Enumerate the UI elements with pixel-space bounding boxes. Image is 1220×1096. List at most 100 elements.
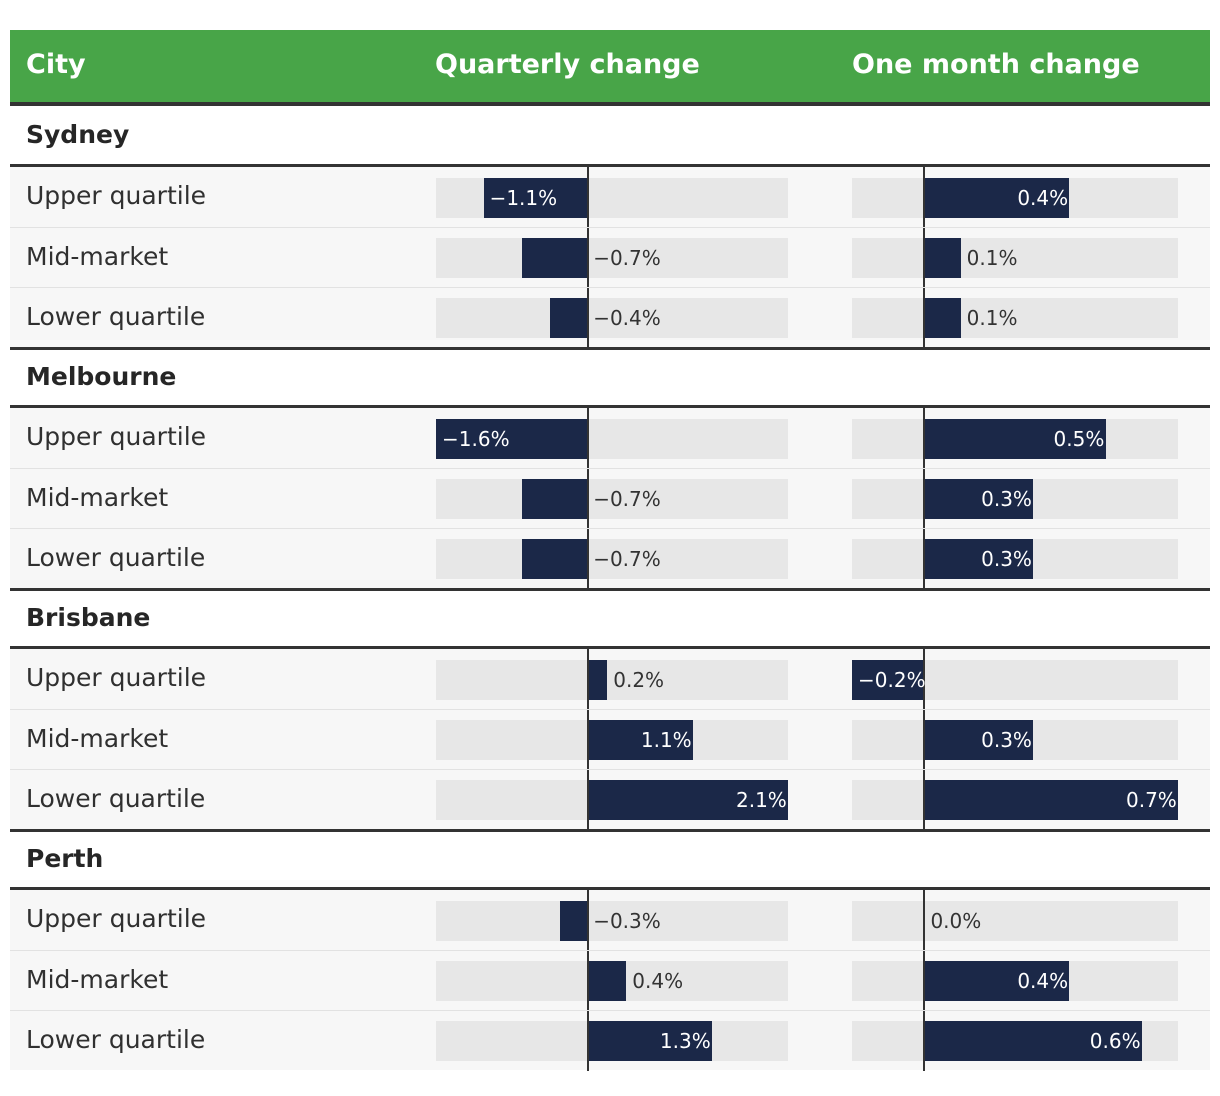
monthly-value-label: 0.4% bbox=[1017, 969, 1069, 993]
header-quarterly-change: Quarterly change bbox=[435, 49, 700, 80]
segment-label: Upper quartile bbox=[26, 422, 207, 451]
monthly-value-label: 0.6% bbox=[1089, 1029, 1141, 1053]
monthly-value-label: 0.5% bbox=[1053, 427, 1105, 451]
quarterly-zero-line bbox=[587, 469, 590, 529]
quarterly-zero-line bbox=[587, 167, 590, 227]
city-name: Perth bbox=[26, 844, 104, 873]
quarterly-bar-track: −0.4% bbox=[436, 288, 788, 348]
quarterly-bar bbox=[521, 539, 589, 579]
quarterly-value-label: 0.2% bbox=[613, 668, 665, 692]
monthly-bar-track: 0.6% bbox=[852, 1011, 1178, 1071]
quarterly-value-label: −0.7% bbox=[593, 547, 661, 571]
monthly-zero-line bbox=[923, 167, 926, 227]
quarterly-value-label: 0.4% bbox=[632, 969, 684, 993]
table-row: Mid-market −0.7% 0.3% bbox=[10, 468, 1210, 529]
monthly-zero-line bbox=[923, 288, 926, 348]
monthly-bar-track: 0.3% bbox=[852, 469, 1178, 529]
segment-label: Upper quartile bbox=[26, 181, 207, 210]
segment-label: Upper quartile bbox=[26, 904, 207, 933]
monthly-bar bbox=[924, 961, 1070, 1001]
monthly-value-label: 0.3% bbox=[981, 487, 1032, 511]
segment-label: Mid-market bbox=[26, 965, 169, 994]
monthly-value-label: 0.4% bbox=[1017, 186, 1069, 210]
monthly-bar-track: 0.5% bbox=[852, 408, 1178, 468]
monthly-zero-line bbox=[923, 770, 926, 830]
table-header: City Quarterly change One month change bbox=[10, 30, 1210, 106]
quarterly-bar-track: −1.6% bbox=[436, 408, 788, 468]
quarterly-bar bbox=[521, 238, 589, 278]
quarterly-value-label: −0.7% bbox=[593, 487, 661, 511]
city-group-sydney: Sydney Upper quartile −1.1% 0.4% Mid-market −… bbox=[10, 106, 1210, 348]
header-city: City bbox=[26, 49, 86, 80]
monthly-value-label: 0.3% bbox=[981, 547, 1032, 571]
monthly-bar-track: 0.4% bbox=[852, 951, 1178, 1011]
segment-label: Lower quartile bbox=[26, 302, 206, 331]
table-row: Mid-market 0.4% 0.4% bbox=[10, 950, 1210, 1011]
city-header: Brisbane bbox=[10, 588, 1210, 649]
monthly-value-label: −0.2% bbox=[858, 668, 926, 692]
quarterly-value-label: −0.3% bbox=[593, 909, 661, 933]
monthly-zero-line bbox=[923, 529, 926, 589]
segment-label: Lower quartile bbox=[26, 1025, 206, 1054]
table-row: Mid-market 1.1% 0.3% bbox=[10, 709, 1210, 770]
monthly-bar-track: 0.4% bbox=[852, 167, 1178, 227]
quarterly-zero-line bbox=[587, 649, 590, 709]
table-row: Mid-market −0.7% 0.1% bbox=[10, 227, 1210, 288]
quarterly-bar bbox=[588, 1021, 712, 1061]
quarterly-bar bbox=[483, 178, 589, 218]
table-row: Lower quartile −0.4% 0.1% bbox=[10, 287, 1210, 348]
quarterly-bar bbox=[588, 720, 693, 760]
quarterly-bar bbox=[436, 419, 589, 459]
quarterly-bar bbox=[550, 298, 589, 338]
monthly-bar bbox=[924, 298, 961, 338]
city-group-perth: Perth Upper quartile −0.3% 0.0% Mid-market 0.… bbox=[10, 829, 1210, 1071]
quarterly-bar-track: −0.7% bbox=[436, 529, 788, 589]
monthly-bar-track: 0.1% bbox=[852, 228, 1178, 288]
monthly-value-label: 0.7% bbox=[1126, 788, 1177, 812]
monthly-zero-line bbox=[923, 951, 926, 1011]
monthly-bar bbox=[924, 479, 1034, 519]
segment-label: Mid-market bbox=[26, 724, 169, 753]
table-row: Lower quartile 1.3% 0.6% bbox=[10, 1010, 1210, 1071]
monthly-bar-track: 0.1% bbox=[852, 288, 1178, 348]
monthly-bar bbox=[852, 660, 925, 700]
segment-label: Lower quartile bbox=[26, 543, 206, 572]
city-name: Melbourne bbox=[26, 362, 177, 391]
quarterly-zero-line bbox=[587, 770, 590, 830]
monthly-bar bbox=[924, 1021, 1142, 1061]
monthly-bar-track: −0.2% bbox=[852, 649, 1178, 709]
property-change-table: City Quarterly change One month change S… bbox=[10, 30, 1210, 1071]
monthly-bar bbox=[924, 539, 1034, 579]
monthly-value-label: 0.1% bbox=[966, 246, 1018, 270]
quarterly-bar-track: −0.3% bbox=[436, 890, 788, 950]
city-group-melbourne: Melbourne Upper quartile −1.6% 0.5% Mid-mark… bbox=[10, 347, 1210, 589]
segment-label: Mid-market bbox=[26, 242, 169, 271]
quarterly-value-label: 2.1% bbox=[736, 788, 787, 812]
quarterly-zero-line bbox=[587, 408, 590, 468]
quarterly-bar-track: −1.1% bbox=[436, 167, 788, 227]
monthly-zero-line bbox=[923, 890, 926, 950]
quarterly-value-label: −0.4% bbox=[593, 306, 661, 330]
monthly-zero-line bbox=[923, 408, 926, 468]
monthly-bar bbox=[924, 780, 1178, 820]
monthly-bar-track: 0.0% bbox=[852, 890, 1178, 950]
quarterly-bar bbox=[521, 479, 589, 519]
table-row: Upper quartile 0.2% −0.2% bbox=[10, 649, 1210, 709]
quarterly-bar-track: 1.1% bbox=[436, 710, 788, 770]
quarterly-zero-line bbox=[587, 710, 590, 770]
monthly-bar-track: 0.3% bbox=[852, 710, 1178, 770]
header-one-month-change: One month change bbox=[852, 49, 1140, 80]
quarterly-bar bbox=[588, 660, 608, 700]
quarterly-zero-line bbox=[587, 228, 590, 288]
city-groups: Sydney Upper quartile −1.1% 0.4% Mid-market −… bbox=[10, 106, 1210, 1071]
monthly-bar bbox=[924, 720, 1034, 760]
quarterly-bar-track: 0.2% bbox=[436, 649, 788, 709]
quarterly-bar-track: −0.7% bbox=[436, 469, 788, 529]
monthly-value-label: 0.0% bbox=[930, 909, 982, 933]
city-name: Sydney bbox=[26, 120, 130, 149]
monthly-zero-line bbox=[923, 228, 926, 288]
table-row: Lower quartile 2.1% 0.7% bbox=[10, 769, 1210, 830]
monthly-value-label: 0.1% bbox=[966, 306, 1018, 330]
monthly-bar bbox=[924, 419, 1106, 459]
quarterly-bar-track: 1.3% bbox=[436, 1011, 788, 1071]
